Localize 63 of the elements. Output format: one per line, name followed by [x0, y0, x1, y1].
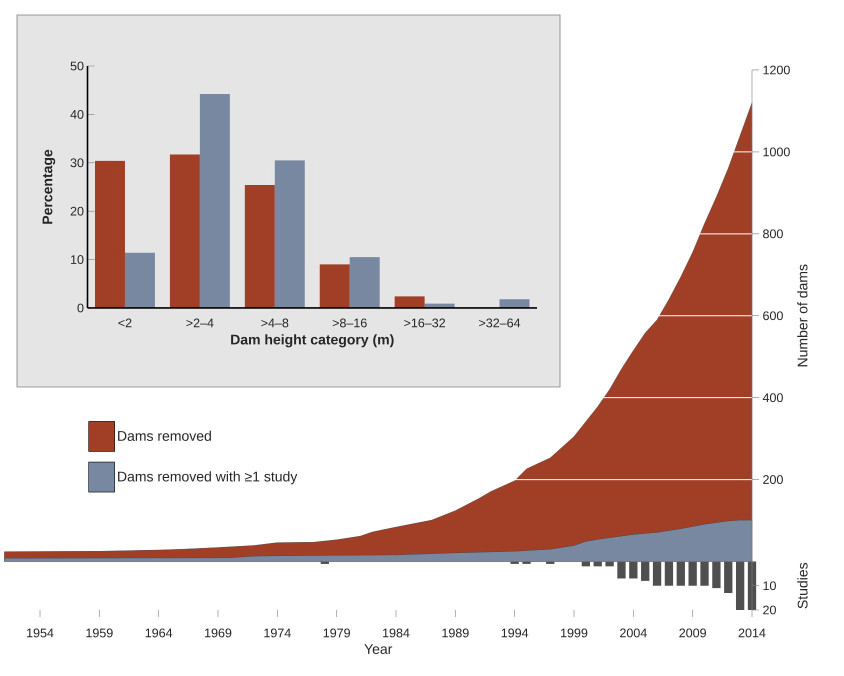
x-tick-label: >2–4	[186, 318, 214, 328]
x-tick-label: 2009	[679, 628, 706, 638]
bar	[724, 561, 732, 594]
bar	[641, 561, 650, 581]
bar	[94, 160, 125, 308]
x-tick-label: 1969	[205, 628, 232, 638]
bar	[700, 561, 709, 586]
legend-label: Dams removed with ≥1 study	[118, 471, 298, 484]
legend-label: Dams removed	[118, 430, 211, 441]
x-tick-label: 1959	[86, 628, 113, 638]
bar	[200, 94, 230, 308]
bar	[394, 296, 425, 308]
y-tick-label: 50	[70, 62, 84, 70]
bar	[274, 160, 305, 308]
x-tick-label: >4–8	[261, 318, 288, 328]
x-tick-label: 1989	[442, 628, 469, 638]
x-tick-label: 2014	[738, 628, 766, 638]
y-tick-label: 20	[763, 606, 776, 614]
x-tick-label: 2004	[620, 628, 647, 638]
y-tick-label: 40	[70, 110, 84, 119]
y-axis-title: Percentage	[42, 150, 56, 224]
x-tick-label: 1994	[502, 628, 528, 638]
y-tick-label: 1200	[763, 66, 790, 74]
y-tick-label: 20	[70, 206, 84, 216]
x-tick-label: 1964	[146, 628, 172, 638]
y-tick-label: 800	[763, 229, 783, 238]
x-tick-label: >16–32	[404, 318, 446, 328]
y-tick-label: 30	[70, 158, 84, 168]
x-tick-label: 1979	[324, 628, 350, 638]
x-tick-label: 1974	[264, 628, 291, 638]
x-tick-label: 1984	[383, 628, 410, 638]
bar	[170, 154, 200, 308]
x-tick-label: 1999	[561, 628, 588, 638]
y-tick-label: 0	[78, 304, 84, 312]
y-axis-title: Number of dams	[797, 264, 808, 366]
x-tick-label: >8–16	[332, 318, 367, 328]
bar	[688, 561, 697, 586]
bar	[605, 561, 614, 566]
y-tick-label: 1000	[763, 147, 790, 156]
bar	[629, 561, 638, 578]
bar	[617, 561, 626, 578]
y-axis-title: Studies	[797, 562, 808, 608]
y-tick-label: 200	[763, 475, 783, 484]
bar	[664, 561, 674, 586]
y-tick-label: 10	[71, 255, 84, 264]
x-tick-label: >32–64	[479, 318, 520, 328]
bar	[676, 561, 685, 586]
bar	[652, 561, 662, 586]
y-tick-label: 600	[763, 311, 783, 320]
x-tick-label: 1954	[27, 628, 54, 638]
bar	[124, 252, 155, 308]
bar	[320, 264, 350, 308]
bar	[736, 561, 744, 610]
y-tick-label: 400	[762, 393, 783, 402]
bar	[594, 561, 602, 566]
bar	[582, 561, 590, 566]
bar	[244, 185, 275, 308]
x-tick-label: <2	[118, 318, 132, 328]
x-axis-title: Dam height category (m)	[231, 334, 394, 348]
bar	[350, 257, 380, 308]
x-axis-title: Year	[364, 644, 392, 654]
y-tick-label: 10	[763, 581, 776, 590]
bar	[712, 561, 721, 588]
